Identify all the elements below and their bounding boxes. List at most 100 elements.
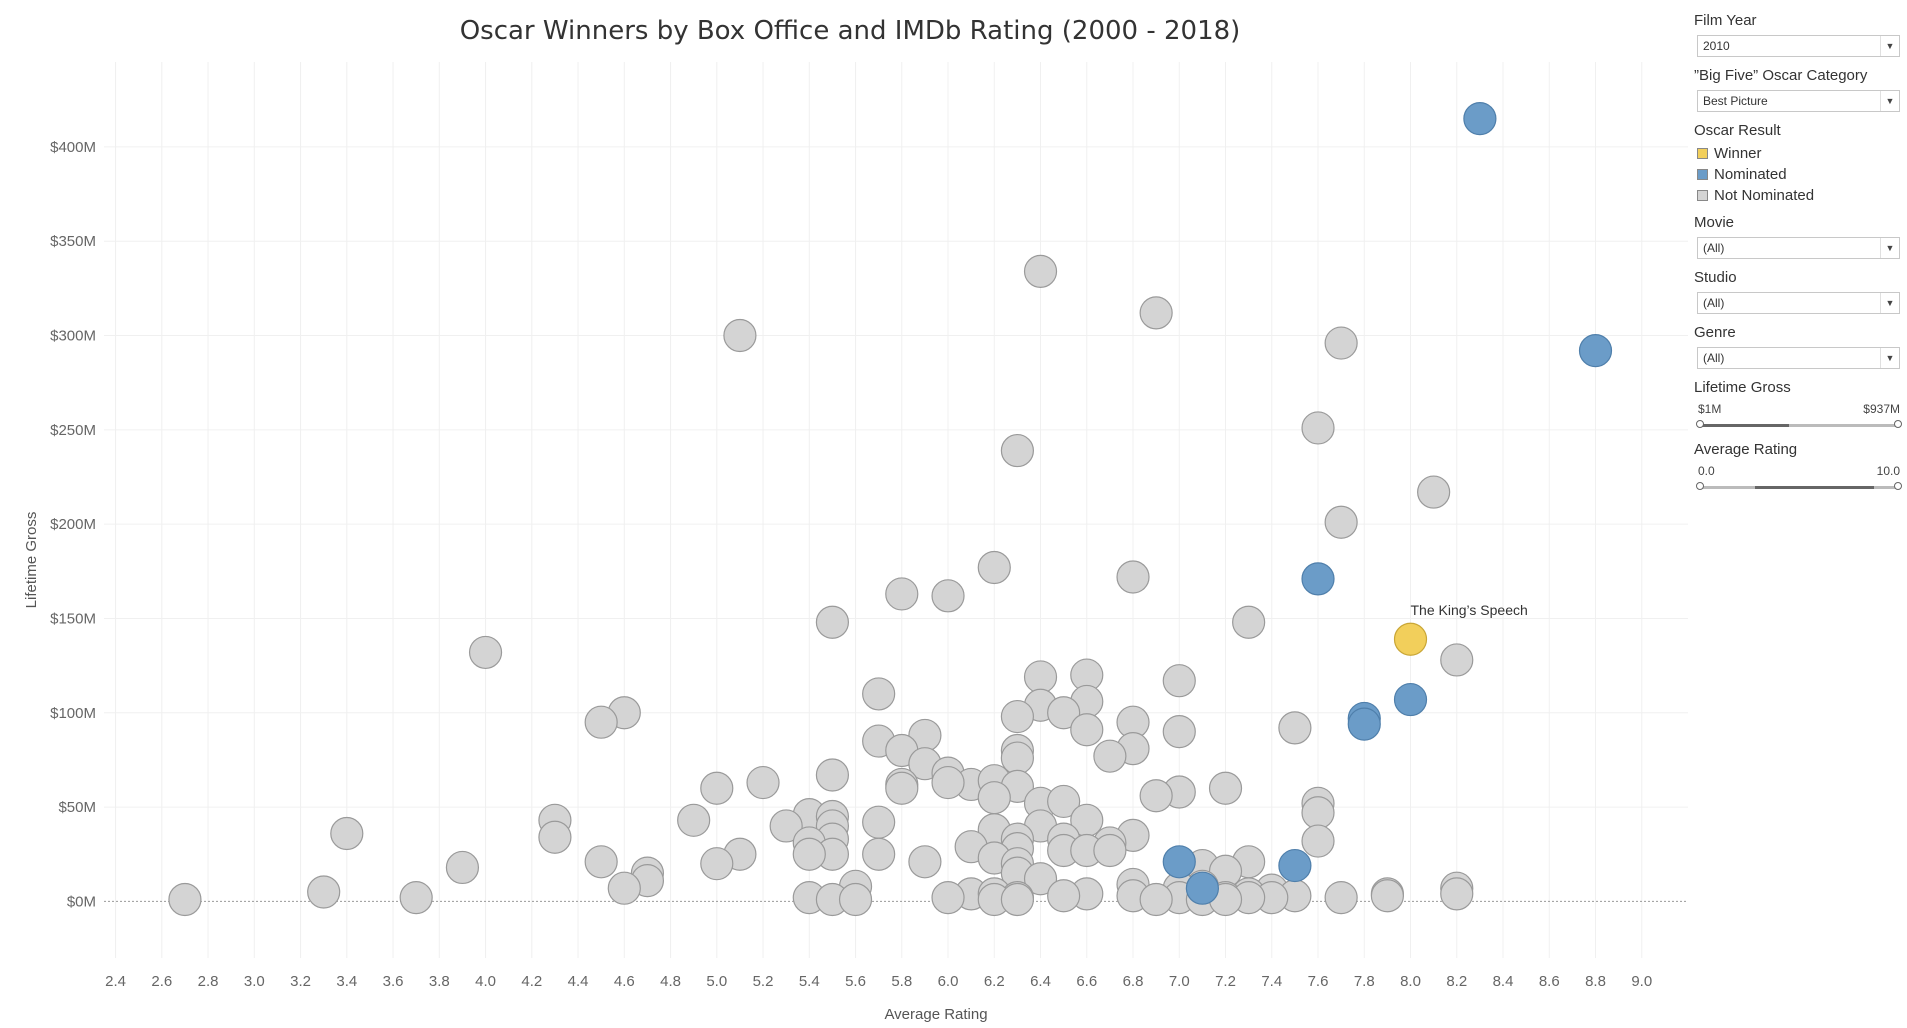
scatter-plot[interactable]: $0M $50M $100M $150M $200M $250M $300M $350M $40… <box>0 0 1690 1028</box>
oscar-category-dropdown[interactable]: Best Picture ▼ <box>1697 90 1900 112</box>
data-point-not-nominated[interactable] <box>815 758 850 792</box>
data-point-not-nominated[interactable] <box>330 816 364 851</box>
data-point-not-nominated[interactable] <box>885 577 919 611</box>
data-point-not-nominated[interactable] <box>908 845 942 879</box>
data-point-not-nominated[interactable] <box>700 847 734 881</box>
data-point-not-nominated[interactable] <box>1047 879 1081 913</box>
studio-dropdown[interactable]: (All) ▼ <box>1697 292 1900 314</box>
data-point-not-nominated[interactable] <box>1440 643 1474 677</box>
slider-handle-min[interactable] <box>1696 482 1704 490</box>
data-point-not-nominated[interactable] <box>445 850 480 885</box>
x-tick-label: 4.8 <box>660 973 681 990</box>
chevron-down-icon[interactable]: ▼ <box>1880 348 1899 368</box>
data-point-not-nominated[interactable] <box>168 882 202 917</box>
legend-item-nominated[interactable]: Nominated <box>1697 166 1904 183</box>
winner-annotation: The King’s Speech <box>1411 602 1528 618</box>
data-point-winner[interactable] <box>1393 622 1428 656</box>
slider-handle-max[interactable] <box>1894 482 1902 490</box>
data-point-not-nominated[interactable] <box>1000 882 1035 917</box>
data-point-not-nominated[interactable] <box>700 771 734 805</box>
average-rating-title: Average Rating <box>1694 441 1798 458</box>
data-point-not-nominated[interactable] <box>1324 505 1358 539</box>
data-point-not-nominated[interactable] <box>977 781 1011 815</box>
data-point-not-nominated[interactable] <box>1023 254 1058 288</box>
data-point-not-nominated[interactable] <box>723 318 757 353</box>
data-point-not-nominated[interactable] <box>677 803 711 837</box>
data-point-not-nominated[interactable] <box>399 881 433 915</box>
data-point-not-nominated[interactable] <box>862 837 896 871</box>
data-point-not-nominated[interactable] <box>1278 711 1312 745</box>
data-point-not-nominated[interactable] <box>1070 713 1104 747</box>
data-point-not-nominated[interactable] <box>1162 664 1196 698</box>
data-point-not-nominated[interactable] <box>1023 660 1058 694</box>
slider-handle-min[interactable] <box>1696 420 1704 428</box>
data-point-not-nominated[interactable] <box>1417 475 1451 509</box>
data-point-not-nominated[interactable] <box>1139 779 1173 813</box>
data-point-not-nominated[interactable] <box>584 845 618 879</box>
legend-item-not-nominated[interactable]: Not Nominated <box>1697 187 1904 204</box>
lifetime-gross-max: $937M <box>1863 402 1900 416</box>
data-point-nominated[interactable] <box>1185 871 1219 905</box>
data-point-not-nominated[interactable] <box>885 771 919 805</box>
data-point-not-nominated[interactable] <box>1139 296 1173 330</box>
data-point-not-nominated[interactable] <box>862 805 896 839</box>
chevron-down-icon[interactable]: ▼ <box>1880 293 1899 313</box>
y-tick-label: $100M <box>50 705 96 722</box>
data-point-not-nominated[interactable] <box>1047 784 1081 819</box>
data-point-not-nominated[interactable] <box>1232 605 1266 639</box>
data-point-not-nominated[interactable] <box>1093 833 1127 868</box>
data-point-nominated[interactable] <box>1347 707 1381 741</box>
data-point-nominated[interactable] <box>1578 334 1613 368</box>
data-point-not-nominated[interactable] <box>792 837 826 871</box>
average-rating-slider[interactable] <box>1696 481 1902 493</box>
x-tick-label: 3.0 <box>244 973 265 990</box>
data-point-not-nominated[interactable] <box>538 820 572 854</box>
legend-item-winner[interactable]: Winner <box>1697 145 1904 162</box>
data-point-nominated[interactable] <box>1463 101 1497 136</box>
data-point-not-nominated[interactable] <box>1301 796 1335 830</box>
data-point-not-nominated[interactable] <box>1208 771 1243 805</box>
data-point-not-nominated[interactable] <box>1116 560 1150 594</box>
data-point-not-nominated[interactable] <box>307 875 341 909</box>
data-point-not-nominated[interactable] <box>1139 882 1173 917</box>
chevron-down-icon[interactable]: ▼ <box>1880 238 1899 258</box>
data-point-not-nominated[interactable] <box>1162 715 1196 749</box>
data-point-not-nominated[interactable] <box>1301 411 1335 445</box>
oscar-category-value: Best Picture <box>1703 94 1768 108</box>
data-point-not-nominated[interactable] <box>815 605 850 639</box>
slider-handle-max[interactable] <box>1894 420 1902 428</box>
data-point-not-nominated[interactable] <box>769 809 803 843</box>
data-point-not-nominated[interactable] <box>1440 877 1474 911</box>
data-point-not-nominated[interactable] <box>746 765 780 800</box>
data-point-nominated[interactable] <box>1393 682 1428 717</box>
data-point-not-nominated[interactable] <box>1370 879 1404 913</box>
data-point-nominated[interactable] <box>1162 845 1196 879</box>
data-point-not-nominated[interactable] <box>1324 326 1358 360</box>
lifetime-gross-slider[interactable] <box>1696 419 1902 431</box>
data-point-not-nominated[interactable] <box>607 871 641 905</box>
data-point-not-nominated[interactable] <box>1000 699 1035 734</box>
data-point-not-nominated[interactable] <box>838 882 873 917</box>
data-point-not-nominated[interactable] <box>862 677 896 711</box>
data-point-not-nominated[interactable] <box>584 705 618 739</box>
data-point-nominated[interactable] <box>1301 562 1335 596</box>
data-point-not-nominated[interactable] <box>931 881 965 915</box>
genre-dropdown[interactable]: (All) ▼ <box>1697 347 1900 369</box>
data-point-nominated[interactable] <box>1278 848 1312 883</box>
x-tick-label: 5.6 <box>845 973 866 990</box>
data-point-not-nominated[interactable] <box>977 550 1011 585</box>
data-point-not-nominated[interactable] <box>1301 824 1335 858</box>
data-point-not-nominated[interactable] <box>931 579 965 613</box>
movie-dropdown[interactable]: (All) ▼ <box>1697 237 1900 259</box>
data-point-not-nominated[interactable] <box>931 765 965 800</box>
film-year-dropdown[interactable]: 2010 ▼ <box>1697 35 1900 57</box>
data-point-not-nominated[interactable] <box>1324 881 1358 915</box>
data-point-not-nominated[interactable] <box>1047 696 1081 730</box>
y-tick-label: $0M <box>67 893 96 910</box>
data-point-not-nominated[interactable] <box>1023 862 1058 896</box>
chevron-down-icon[interactable]: ▼ <box>1880 36 1899 56</box>
data-point-not-nominated[interactable] <box>468 635 503 670</box>
data-point-not-nominated[interactable] <box>1093 739 1127 773</box>
chevron-down-icon[interactable]: ▼ <box>1880 91 1899 111</box>
data-point-not-nominated[interactable] <box>1000 433 1035 468</box>
